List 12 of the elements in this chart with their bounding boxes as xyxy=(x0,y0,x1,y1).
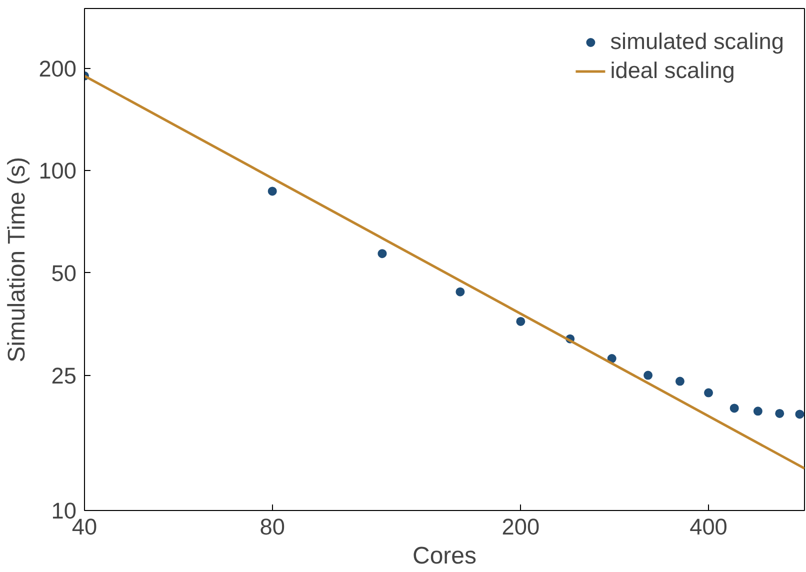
y-tick-label: 25 xyxy=(51,362,76,388)
y-tick-label: 100 xyxy=(38,158,77,184)
legend-label: simulated scaling xyxy=(610,28,784,55)
legend-label: ideal scaling xyxy=(610,57,735,84)
y-tick-label: 200 xyxy=(38,55,77,82)
x-tick-label: 400 xyxy=(690,514,728,540)
x-tick-label: 80 xyxy=(260,514,285,540)
x-axis-title: Cores xyxy=(412,542,477,570)
y-axis-title: Simulation Time (s) xyxy=(4,157,31,362)
x-tick-label: 200 xyxy=(502,514,540,540)
y-tick-label: 50 xyxy=(51,260,76,286)
y-tick-label: 10 xyxy=(51,498,76,524)
